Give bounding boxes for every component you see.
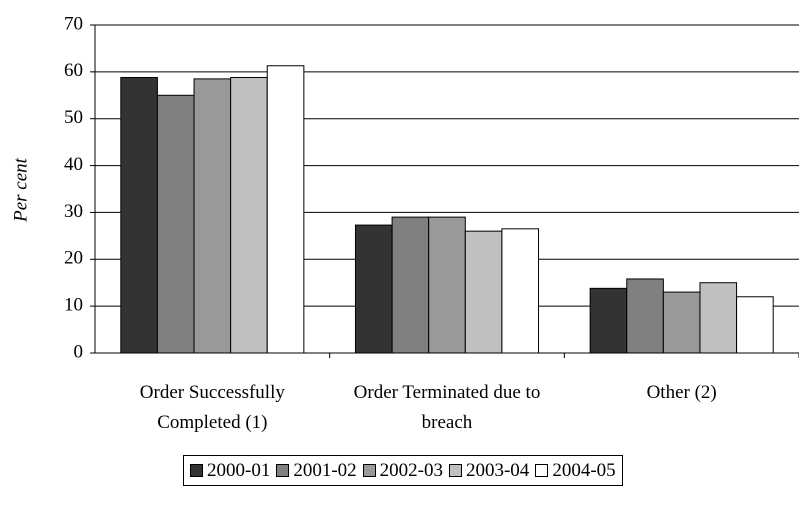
bar xyxy=(266,65,305,354)
legend-swatch xyxy=(448,464,462,477)
y-tick-label: 50 xyxy=(64,107,83,128)
bar xyxy=(626,278,664,354)
legend: 2000-01 2001-02 2002-03 2003-04 2004-05 xyxy=(183,455,623,486)
y-tick-label: 20 xyxy=(64,248,83,269)
bar xyxy=(736,296,774,354)
bar xyxy=(501,228,540,354)
bar xyxy=(391,216,430,354)
y-tick-label: 30 xyxy=(64,201,83,222)
x-tick-label: Order Terminated due to breach xyxy=(353,382,541,433)
legend-item: 2004-05 xyxy=(535,459,616,482)
x-tick-label: Other (2) xyxy=(646,382,717,403)
legend-swatch xyxy=(190,464,203,477)
bar xyxy=(699,282,738,354)
legend-swatch xyxy=(362,464,376,477)
legend-label: 2001-02 xyxy=(293,459,357,481)
legend-label: 2002-03 xyxy=(379,459,443,481)
bar xyxy=(464,230,503,354)
legend-label: 2003-04 xyxy=(465,459,530,481)
bar xyxy=(193,78,232,354)
y-tick-label: 10 xyxy=(64,295,83,316)
bar xyxy=(428,216,466,354)
legend-swatch xyxy=(535,464,549,477)
legend-swatch xyxy=(276,464,290,477)
bar xyxy=(662,291,701,354)
legend-label: 2004-05 xyxy=(552,459,616,481)
x-tick-label: Order Successfully Completed (1) xyxy=(139,382,285,433)
y-axis-label: Per cent xyxy=(10,157,31,223)
legend-item: 2001-02 xyxy=(276,459,357,482)
legend-item: 2002-03 xyxy=(362,459,443,482)
y-tick-label: 70 xyxy=(64,13,83,34)
bar xyxy=(230,76,268,354)
bar xyxy=(589,287,628,354)
y-tick-label: 0 xyxy=(74,341,84,362)
legend-label: 2000-01 xyxy=(207,459,271,481)
legend-item: 2000-01 xyxy=(190,460,270,482)
bar xyxy=(156,94,195,354)
y-tick-label: 40 xyxy=(64,154,83,175)
bar xyxy=(354,224,393,354)
bar xyxy=(120,76,158,354)
y-tick-label: 60 xyxy=(64,60,83,81)
legend-item: 2003-04 xyxy=(448,459,530,482)
